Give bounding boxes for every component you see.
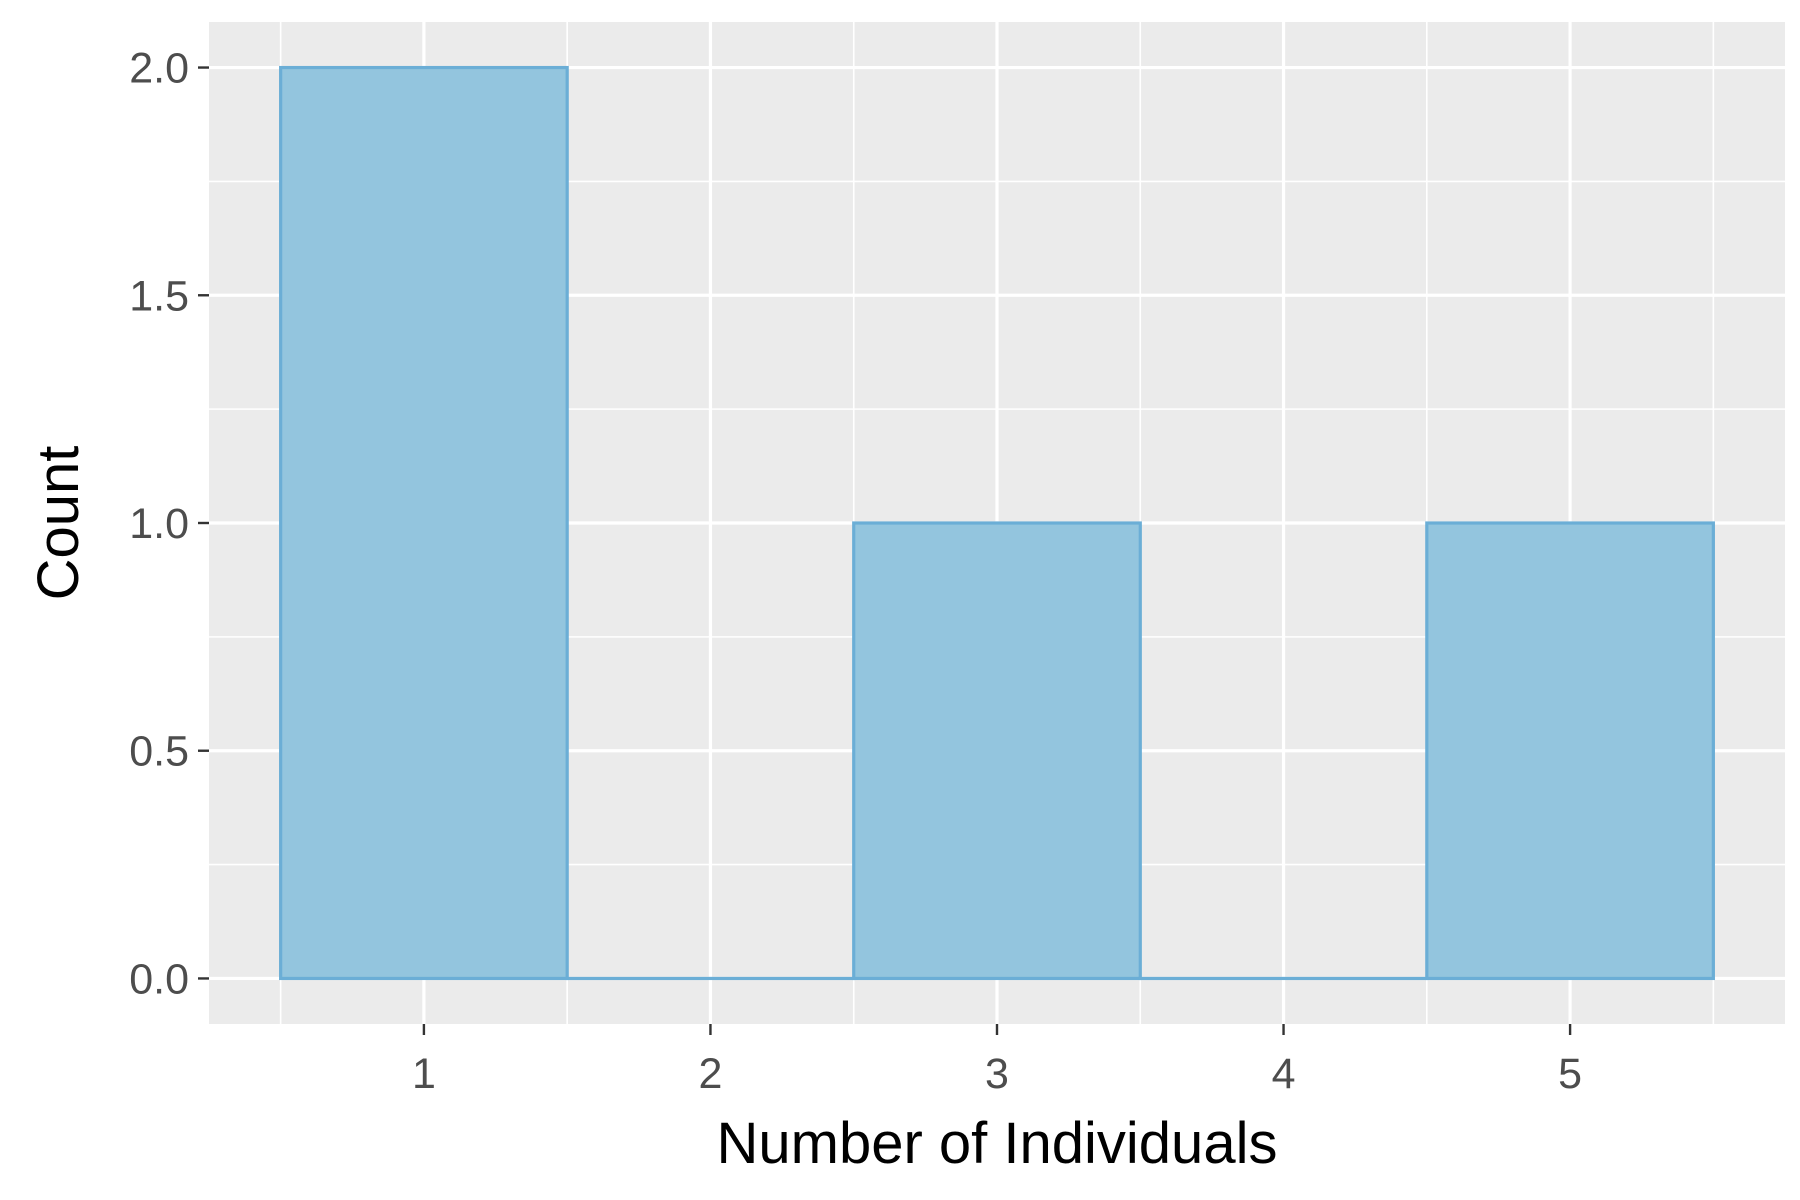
histogram-bar-3: [852, 521, 1142, 981]
x-tick-label: 1: [412, 1050, 436, 1098]
y-tick-label: 1.0: [129, 500, 189, 548]
histogram-bars: [279, 65, 1715, 981]
x-tick-label: 2: [698, 1050, 722, 1098]
y-tick-label: 1.5: [129, 272, 189, 320]
y-tick-label: 2.0: [129, 45, 189, 93]
y-tick-label: 0.5: [129, 728, 189, 776]
y-axis-title: Count: [26, 446, 91, 601]
x-tick-label: 4: [1272, 1050, 1296, 1098]
y-axis: 0.0 0.5 1.0 1.5 2.0: [129, 45, 209, 1003]
y-tick-label: 0.0: [129, 955, 189, 1003]
x-tick-label: 3: [985, 1050, 1009, 1098]
histogram-bar-1: [279, 65, 569, 981]
histogram-bar-5: [1425, 521, 1715, 981]
x-tick-label: 5: [1558, 1050, 1582, 1098]
x-axis-title: Number of Individuals: [717, 1111, 1278, 1176]
x-axis: 1 2 3 4 5: [412, 1024, 1582, 1098]
